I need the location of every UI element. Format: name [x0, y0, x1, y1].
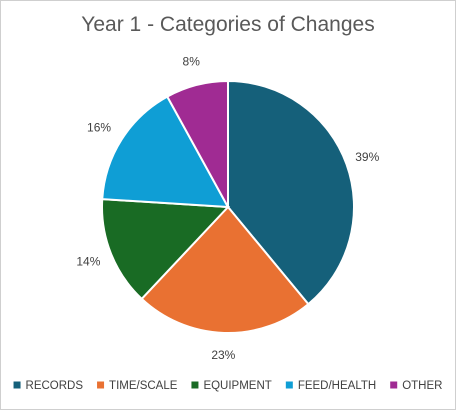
legend-swatch-other: [390, 381, 398, 389]
pie-slice-records: [227, 79, 355, 306]
slice-label-time-scale: 23%: [211, 348, 235, 362]
legend-swatch-equipment: [191, 381, 199, 389]
pie-slice-feed-health: [101, 95, 230, 209]
pie-slices: [101, 79, 355, 334]
slice-label-feed-health: 16%: [87, 121, 111, 135]
slice-labels: 39% 23% 14% 16% 8%: [76, 55, 379, 362]
slice-label-records: 39%: [355, 150, 379, 164]
legend-swatch-time-scale: [97, 381, 105, 389]
legend: RECORDS TIME/SCALE EQUIPMENT FEED/HEALTH OTH…: [13, 380, 442, 392]
slice-label-equipment: 14%: [76, 254, 100, 268]
legend-label-records: RECORDS: [26, 380, 84, 392]
legend-label-feed-health: FEED/HEALTH: [298, 380, 376, 392]
chart-title: Year 1 - Categories of Changes: [81, 13, 375, 36]
legend-label-other: OTHER: [402, 380, 442, 392]
legend-label-equipment: EQUIPMENT: [203, 380, 271, 392]
legend-swatch-feed-health: [285, 381, 293, 389]
legend-swatch-records: [13, 381, 21, 389]
legend-label-time-scale: TIME/SCALE: [109, 380, 178, 392]
pie-slice-time-scale: [140, 205, 310, 334]
slice-label-other: 8%: [183, 55, 201, 69]
pie-slice-equipment: [101, 198, 231, 301]
pie-slice-other: [165, 79, 229, 208]
